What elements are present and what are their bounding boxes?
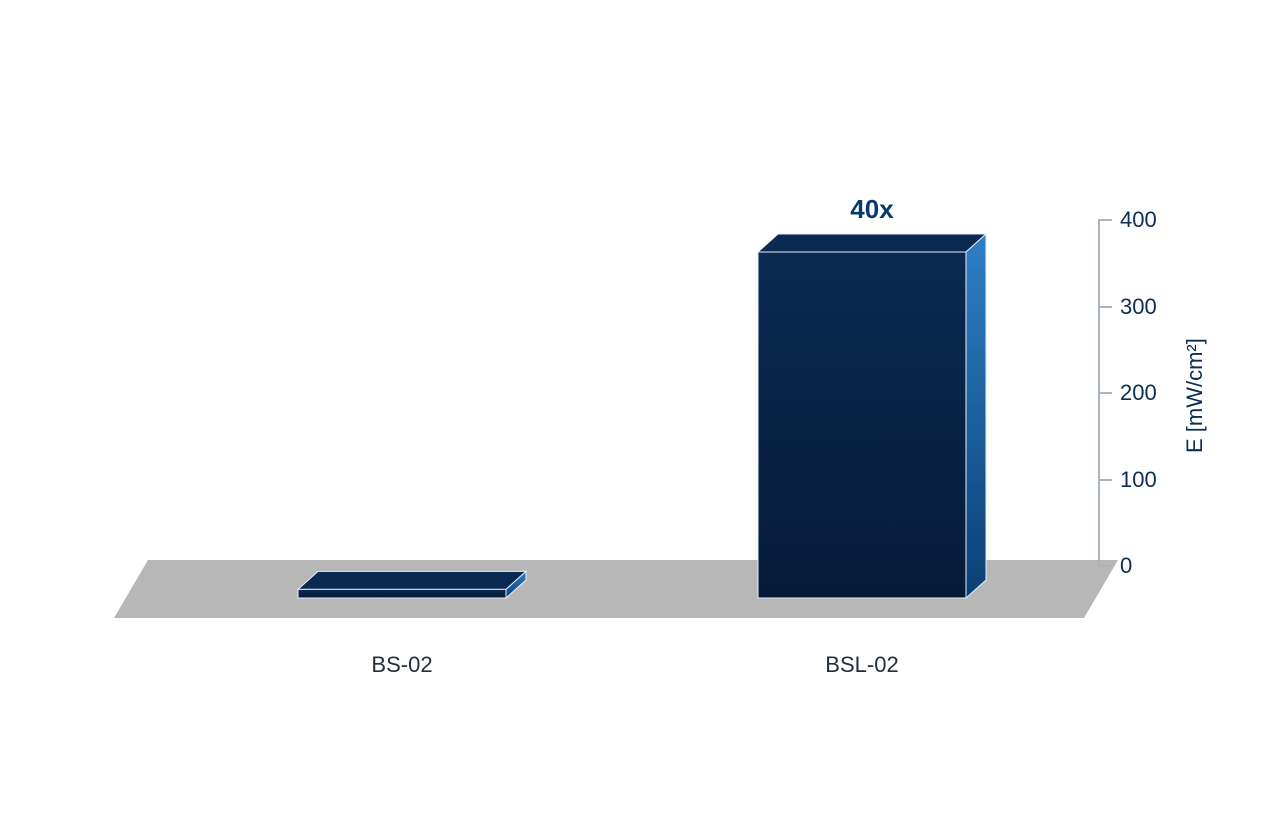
chart-stage: 0100200300400E [mW/cm²]BS-02BSL-0240x xyxy=(0,0,1280,828)
bar-annotation: 40x xyxy=(758,194,986,225)
x-category-label: BSL-02 xyxy=(758,652,966,678)
bar-BSL-02 xyxy=(0,0,1280,828)
